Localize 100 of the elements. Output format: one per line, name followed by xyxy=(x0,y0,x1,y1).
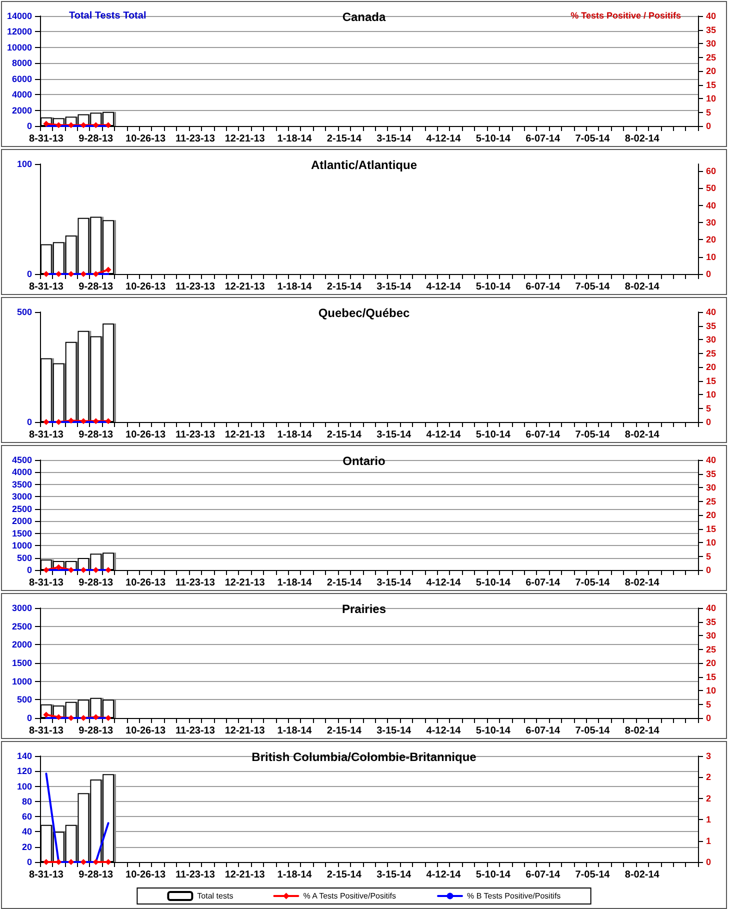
x-tick-label: 8-02-14 xyxy=(624,430,660,440)
x-tick-label: 12-21-13 xyxy=(224,134,266,144)
x-tick-label: 5-10-14 xyxy=(476,726,511,736)
x-tick-label: 9-28-13 xyxy=(78,578,114,588)
x-tick-label: 12-21-13 xyxy=(224,578,266,588)
y2-tick-label: 1 xyxy=(706,814,712,825)
x-tick-label: 10-26-13 xyxy=(126,282,166,292)
y2-tick-label: 0 xyxy=(706,565,712,575)
x-tick-label: 4-12-14 xyxy=(426,578,462,588)
y2-tick-label: 30 xyxy=(706,482,716,492)
legend-label: % B Tests Positive/Positifs xyxy=(467,892,561,900)
x-tick-label: 10-26-13 xyxy=(126,870,166,880)
y-tick-label: 4000 xyxy=(12,90,32,100)
y2-tick-label: 40 xyxy=(706,603,716,613)
x-tick-label: 10-26-13 xyxy=(126,726,166,736)
x-tick-label: 5-10-14 xyxy=(476,282,511,292)
x-tick-label: 6-07-14 xyxy=(526,870,560,880)
x-tick-label: 12-21-13 xyxy=(224,870,266,880)
x-tick-label: 6-07-14 xyxy=(526,430,560,440)
y2-tick-label: 5 xyxy=(706,551,712,562)
chart-title: British Columbia/Colombie-Britannique xyxy=(252,750,477,764)
y2-tick-label: 15 xyxy=(706,80,716,90)
y2-tick-label: 0 xyxy=(706,269,712,279)
legend-label: % A Tests Positive/Positifs xyxy=(303,892,396,900)
x-tick-label: 8-31-13 xyxy=(28,430,64,440)
x-tick-label: 5-10-14 xyxy=(476,870,511,880)
y2-tick-label: 35 xyxy=(706,616,716,627)
y2-tick-label: 15 xyxy=(706,524,716,534)
y-tick-label: 4500 xyxy=(12,455,32,465)
x-tick-label: 8-31-13 xyxy=(28,726,64,736)
x-tick-label: 3-15-14 xyxy=(376,870,412,880)
x-tick-label: 9-28-13 xyxy=(78,726,114,736)
y-tick-label: 0 xyxy=(26,121,32,131)
x-tick-label: 11-23-13 xyxy=(175,134,216,144)
y-tick-label: 0 xyxy=(26,269,32,279)
x-tick-label: 3-15-14 xyxy=(376,726,412,736)
y-tick-label: 100 xyxy=(16,781,32,792)
y-tick-label: 80 xyxy=(22,796,32,806)
x-tick-label: 9-28-13 xyxy=(78,870,114,880)
y-tick-label: 500 xyxy=(16,307,32,317)
x-tick-label: 1-18-14 xyxy=(277,282,312,292)
chart-title: Prairies xyxy=(342,602,386,616)
y-tick-label: 3500 xyxy=(12,479,32,490)
y2-tick-label: 10 xyxy=(706,538,716,548)
y2-tick-label: 30 xyxy=(706,38,716,48)
y-tick-label: 2000 xyxy=(12,516,32,526)
y-tick-label: 2000 xyxy=(12,640,32,650)
chart-title: Atlantic/Atlantique xyxy=(310,158,418,172)
x-tick-label: 8-31-13 xyxy=(28,578,64,588)
x-tick-label: 10-26-13 xyxy=(126,134,166,144)
y-tick-label: 2500 xyxy=(12,621,32,632)
x-tick-label: 9-28-13 xyxy=(78,430,114,440)
y2-tick-label: 5 xyxy=(706,403,712,414)
x-tick-label: 11-23-13 xyxy=(175,870,216,880)
x-tick-label: 7-05-14 xyxy=(575,282,610,292)
x-tick-label: 4-12-14 xyxy=(426,430,462,440)
y2-tick-label: 1 xyxy=(706,836,712,846)
x-tick-label: 9-28-13 xyxy=(78,282,114,292)
y2-tick-label: 10 xyxy=(706,94,716,104)
x-tick-label: 12-21-13 xyxy=(224,282,266,292)
x-tick-label: 1-18-14 xyxy=(277,134,312,144)
x-tick-label: 11-23-13 xyxy=(175,578,216,588)
y2-tick-label: 15 xyxy=(706,376,716,386)
y2-tick-label: 10 xyxy=(706,252,716,262)
x-tick-label: 9-28-13 xyxy=(78,134,114,144)
chart-title: Canada xyxy=(342,10,386,24)
x-tick-label: 10-26-13 xyxy=(126,578,166,588)
y2-tick-label: 40 xyxy=(706,11,716,21)
y-tick-label: 3000 xyxy=(12,603,32,613)
x-tick-label: 1-18-14 xyxy=(277,726,312,736)
y2-tick-label: 20 xyxy=(706,658,716,668)
y-tick-label: 100 xyxy=(16,159,32,169)
x-tick-label: 7-05-14 xyxy=(575,870,610,880)
x-tick-label: 4-12-14 xyxy=(426,870,462,880)
y2-tick-label: 20 xyxy=(706,234,716,245)
y-tick-label: 40 xyxy=(22,826,32,837)
y2-tick-label: 5 xyxy=(706,699,712,710)
x-tick-label: 3-15-14 xyxy=(376,282,412,292)
y-tick-label: 2500 xyxy=(12,504,32,514)
y-tick-label: 500 xyxy=(16,694,32,705)
x-tick-label: 7-05-14 xyxy=(575,134,610,144)
y-tick-label: 0 xyxy=(26,857,32,867)
y2-tick-label: 0 xyxy=(706,121,712,131)
y-tick-label: 2000 xyxy=(12,105,32,116)
x-tick-label: 8-02-14 xyxy=(624,134,660,144)
y2-tick-label: 0 xyxy=(706,417,712,427)
x-tick-label: 6-07-14 xyxy=(526,134,560,144)
x-tick-label: 7-05-14 xyxy=(575,726,610,736)
y2-tick-label: 0 xyxy=(706,713,712,723)
y-tick-label: 4000 xyxy=(12,467,32,478)
x-tick-label: 11-23-13 xyxy=(175,430,216,440)
y2-tick-label: 10 xyxy=(706,390,716,400)
x-tick-label: 3-15-14 xyxy=(376,578,412,588)
y2-tick-label: 15 xyxy=(706,672,716,682)
x-tick-label: 3-15-14 xyxy=(376,134,412,144)
x-tick-label: 2-15-14 xyxy=(326,870,362,880)
x-tick-label: 8-31-13 xyxy=(28,282,64,292)
y2-tick-label: 2 xyxy=(706,793,712,804)
x-tick-label: 10-26-13 xyxy=(126,430,166,440)
chart-title: Ontario xyxy=(342,454,386,468)
